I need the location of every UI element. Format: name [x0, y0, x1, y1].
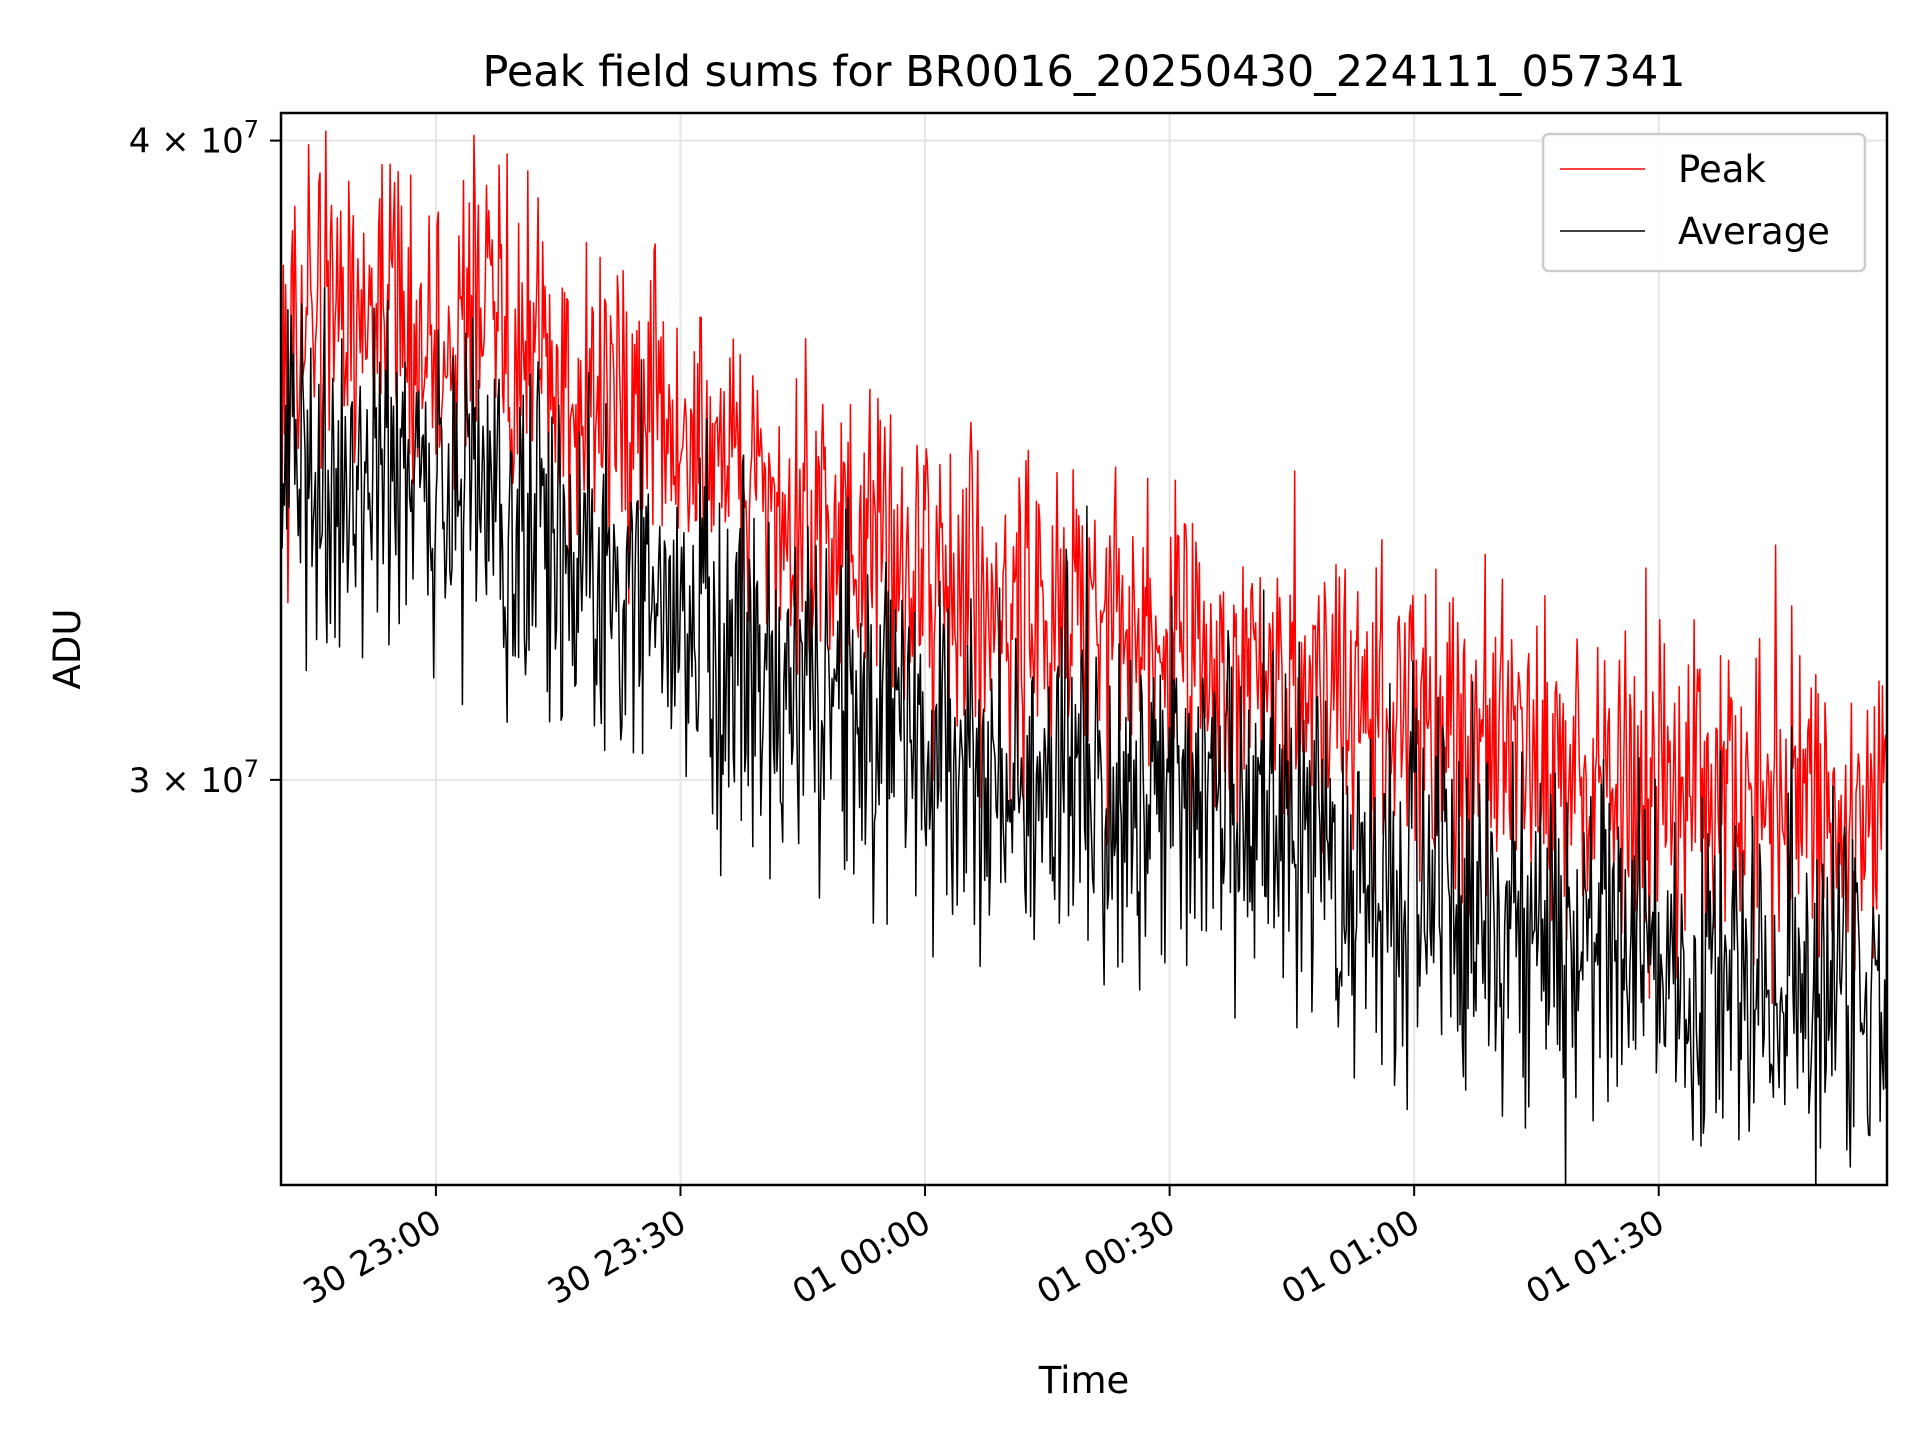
legend-label-peak: Peak	[1678, 148, 1766, 191]
y-tick-label: 3 × 107	[129, 755, 259, 801]
y-axis-label: ADU	[46, 609, 89, 690]
plot-frame	[279, 111, 1889, 1187]
y-tick-label: 4 × 107	[129, 116, 259, 162]
series-line-average	[281, 287, 1887, 1185]
legend: Peak Average	[1541, 132, 1867, 273]
chart-title: Peak field sums for BR0016_20250430_2241…	[482, 47, 1685, 97]
x-axis-label: Time	[1038, 1359, 1130, 1402]
legend-label-average: Average	[1678, 210, 1830, 253]
series-layer	[281, 130, 1887, 1185]
y-axis-ticks: 4 × 107 3 × 107	[129, 116, 281, 801]
